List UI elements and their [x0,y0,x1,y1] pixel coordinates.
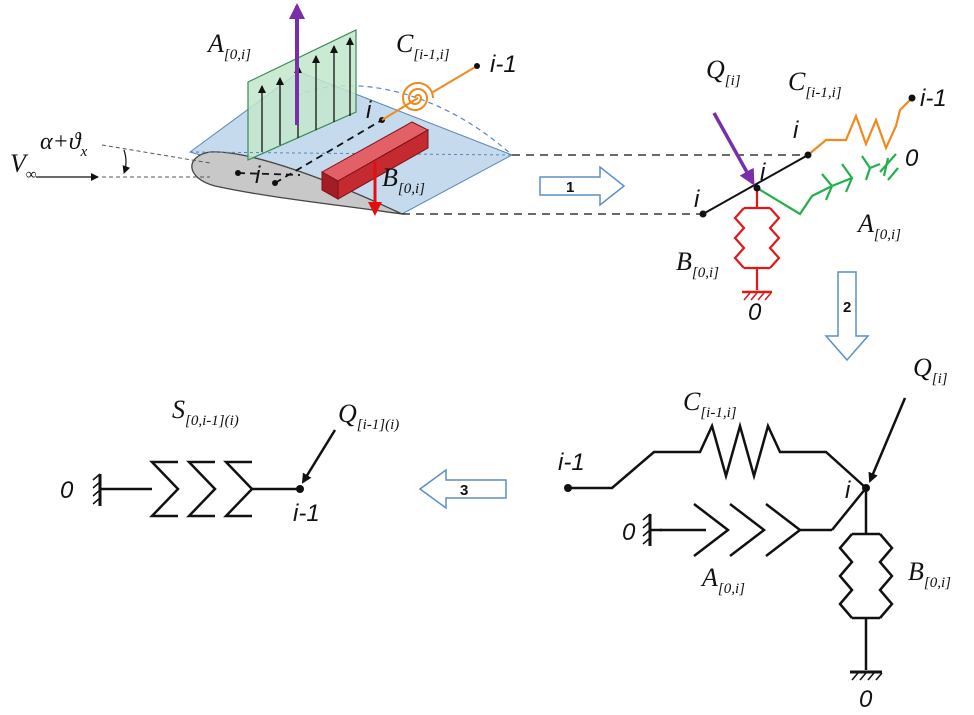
series-node-label: i-1 [293,500,320,527]
series-spring-s [100,460,300,518]
spring-model: Q[i] C[i-1,i] i-1 i i i 0 A[0,i] B[0,i] … [676,55,947,326]
aero-load-panel [247,29,357,161]
parallel-spring-c-label: C[i-1,i] [683,387,737,421]
wing-aero-label: A[0,i] [206,29,251,63]
wing-node-root [235,170,241,176]
wing-weight-label: B[0,i] [382,163,425,197]
step-arrow-1: 1 [539,165,626,207]
model-node-label-right: i [793,117,799,144]
model-node-prev [908,94,916,102]
parallel-load-label: Q[i] [913,353,948,387]
wing-node-span [272,180,278,186]
torsion-spring [381,63,480,121]
model-load-arrow [712,112,755,186]
wing-prev-node-label: i-1 [490,51,517,78]
model-spring-b-label: B[0,i] [676,247,719,281]
parallel-spring-b [838,532,894,620]
model-ground-label-a: 0 [905,145,919,172]
angle-label: α+ϑx [40,129,88,160]
angle-arc [122,149,131,174]
parallel-ground-a [642,513,662,546]
parallel-ground-a-label: 0 [622,519,636,546]
series-equivalent: S[0,i-1](i) Q[i-1](i) 0 i-1 [60,395,399,527]
parallel-load-arrow [868,397,907,483]
elastic-axis-span [274,119,383,184]
parallel-springs [568,421,894,670]
parallel-ground-b [850,670,883,681]
step-arrow-3: 3 [418,468,507,510]
step-arrow-2: 2 [824,271,870,362]
model-axis-line [702,154,809,215]
parallel-node-label: i [845,477,851,504]
parallel-ground-b-label: 0 [859,686,873,713]
series-node [296,485,304,493]
angle-line-upper [101,144,211,164]
model-spring-a-label: A[0,i] [856,209,901,243]
series-load-arrow [301,429,337,484]
model-node-right [804,151,812,159]
model-spring-c [807,97,913,156]
model-node-label-left: i [694,186,700,213]
model-node-left [699,210,707,218]
parallel-spring-c [568,421,867,490]
model-spring-c-label: C[i-1,i] [788,67,842,101]
parallel-spring-b-label: B[0,i] [908,557,951,591]
series-spring-s-label: S[0,i-1](i) [172,395,239,429]
model-spring-a [756,153,899,216]
parallel-prev-node-label: i-1 [558,449,585,476]
model-ground-b [742,290,772,301]
model-spring-b [733,188,781,290]
wing-illustration: V∞ α+ϑx i i A[0,i] C[i-1,i] i-1 B[0,i] [10,3,517,216]
step-number-2: 2 [843,299,851,316]
parallel-spring-a [765,503,803,557]
wing-node-label: i [255,162,261,189]
model-load-label: Q[i] [706,55,741,89]
model-node-mid [753,184,761,192]
series-ground [92,473,102,506]
aero-load-arrows [258,37,354,152]
step-number-1: 1 [566,179,574,196]
model-node-label-mid: i [760,159,766,186]
model-prev-node-label: i-1 [920,85,947,112]
parallel-spring-a-label: A[0,i] [700,563,745,597]
wing-torsion-label: C[i-1,i] [396,29,450,63]
step-number-3: 3 [460,482,468,499]
parallel-node-prev [564,484,572,492]
model-ground-label-b: 0 [748,299,762,326]
series-ground-label: 0 [60,477,74,504]
freestream-label: V∞ [10,149,37,183]
airfoil-section [191,151,403,215]
beam-block [320,121,430,200]
parallel-node-i [862,484,870,492]
series-load-label: Q[i-1](i) [338,399,399,433]
wing-tip-node-label: i [366,97,372,124]
